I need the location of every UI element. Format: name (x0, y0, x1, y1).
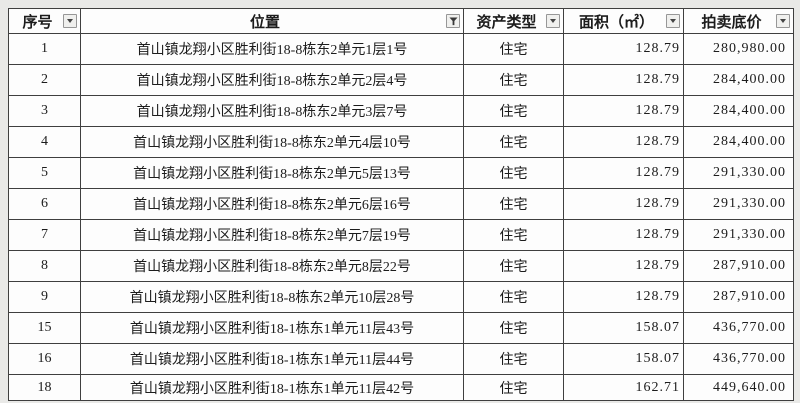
table-row: 5 首山镇龙翔小区胜利街18-8栋东2单元5层13号 住宅 128.79 291… (8, 157, 794, 189)
cell-asset-type[interactable]: 住宅 (463, 374, 564, 401)
table-row: 15 首山镇龙翔小区胜利街18-1栋东1单元11层43号 住宅 158.07 4… (8, 312, 794, 344)
cell-price[interactable]: 449,640.00 (683, 374, 794, 401)
cell-asset-type[interactable]: 住宅 (463, 188, 564, 220)
cell-no[interactable]: 3 (8, 95, 81, 127)
filter-button-asset-type[interactable] (546, 14, 560, 28)
table-row: 9 首山镇龙翔小区胜利街18-8栋东2单元10层28号 住宅 128.79 28… (8, 281, 794, 313)
table-row: 1 首山镇龙翔小区胜利街18-8栋东2单元1层1号 住宅 128.79 280,… (8, 33, 794, 65)
cell-no[interactable]: 7 (8, 219, 81, 251)
cell-no[interactable]: 9 (8, 281, 81, 313)
cell-no[interactable]: 8 (8, 250, 81, 282)
cell-no[interactable]: 15 (8, 312, 81, 344)
cell-area[interactable]: 158.07 (563, 343, 684, 375)
table-row: 3 首山镇龙翔小区胜利街18-8栋东2单元3层7号 住宅 128.79 284,… (8, 95, 794, 127)
header-asset-type-label: 资产类型 (476, 14, 537, 31)
header-price-label: 拍卖底价 (701, 14, 762, 31)
cell-asset-type[interactable]: 住宅 (463, 157, 564, 189)
cell-area[interactable]: 128.79 (563, 250, 684, 282)
cell-no[interactable]: 2 (8, 64, 81, 96)
cell-area[interactable]: 128.79 (563, 33, 684, 65)
filter-button-area[interactable] (666, 14, 680, 28)
cell-price[interactable]: 436,770.00 (683, 312, 794, 344)
cell-asset-type[interactable]: 住宅 (463, 312, 564, 344)
header-area[interactable]: 面积（㎡） (563, 8, 684, 34)
cell-area[interactable]: 162.71 (563, 374, 684, 401)
table-row: 6 首山镇龙翔小区胜利街18-8栋东2单元6层16号 住宅 128.79 291… (8, 188, 794, 220)
dropdown-arrow-icon (670, 19, 676, 23)
dropdown-arrow-icon (67, 19, 73, 23)
cell-area[interactable]: 128.79 (563, 281, 684, 313)
dropdown-arrow-icon (780, 19, 786, 23)
funnel-filter-icon (448, 16, 458, 25)
cell-asset-type[interactable]: 住宅 (463, 219, 564, 251)
filter-button-no[interactable] (63, 14, 77, 28)
filter-button-price[interactable] (776, 14, 790, 28)
table-row: 16 首山镇龙翔小区胜利街18-1栋东1单元11层44号 住宅 158.07 4… (8, 343, 794, 375)
table-body: 1 首山镇龙翔小区胜利街18-8栋东2单元1层1号 住宅 128.79 280,… (8, 33, 794, 401)
header-no[interactable]: 序号 (8, 8, 81, 34)
dropdown-arrow-icon (550, 19, 556, 23)
cell-location[interactable]: 首山镇龙翔小区胜利街18-8栋东2单元7层19号 (80, 219, 464, 251)
cell-price[interactable]: 284,400.00 (683, 126, 794, 158)
cell-no[interactable]: 4 (8, 126, 81, 158)
cell-no[interactable]: 16 (8, 343, 81, 375)
cell-location[interactable]: 首山镇龙翔小区胜利街18-8栋东2单元6层16号 (80, 188, 464, 220)
cell-price[interactable]: 291,330.00 (683, 157, 794, 189)
cell-area[interactable]: 128.79 (563, 95, 684, 127)
cell-price[interactable]: 284,400.00 (683, 64, 794, 96)
cell-area[interactable]: 128.79 (563, 157, 684, 189)
cell-area[interactable]: 128.79 (563, 64, 684, 96)
cell-location[interactable]: 首山镇龙翔小区胜利街18-8栋东2单元8层22号 (80, 250, 464, 282)
cell-location[interactable]: 首山镇龙翔小区胜利街18-1栋东1单元11层43号 (80, 312, 464, 344)
cell-price[interactable]: 436,770.00 (683, 343, 794, 375)
cell-asset-type[interactable]: 住宅 (463, 281, 564, 313)
cell-area[interactable]: 128.79 (563, 188, 684, 220)
cell-no[interactable]: 5 (8, 157, 81, 189)
header-location-label: 位置 (249, 14, 280, 31)
cell-location[interactable]: 首山镇龙翔小区胜利街18-8栋东2单元5层13号 (80, 157, 464, 189)
cell-location[interactable]: 首山镇龙翔小区胜利街18-1栋东1单元11层44号 (80, 343, 464, 375)
table-row: 7 首山镇龙翔小区胜利街18-8栋东2单元7层19号 住宅 128.79 291… (8, 219, 794, 251)
cell-no[interactable]: 18 (8, 374, 81, 401)
header-area-label: 面积（㎡） (578, 14, 654, 31)
table-row: 2 首山镇龙翔小区胜利街18-8栋东2单元2层4号 住宅 128.79 284,… (8, 64, 794, 96)
table-row: 18 首山镇龙翔小区胜利街18-1栋东1单元11层42号 住宅 162.71 4… (8, 374, 794, 401)
table-row: 8 首山镇龙翔小区胜利街18-8栋东2单元8层22号 住宅 128.79 287… (8, 250, 794, 282)
filter-button-location[interactable] (446, 14, 460, 28)
cell-location[interactable]: 首山镇龙翔小区胜利街18-1栋东1单元11层42号 (80, 374, 464, 401)
cell-price[interactable]: 287,910.00 (683, 250, 794, 282)
cell-asset-type[interactable]: 住宅 (463, 33, 564, 65)
cell-location[interactable]: 首山镇龙翔小区胜利街18-8栋东2单元1层1号 (80, 33, 464, 65)
table-row: 4 首山镇龙翔小区胜利街18-8栋东2单元4层10号 住宅 128.79 284… (8, 126, 794, 158)
header-asset-type[interactable]: 资产类型 (463, 8, 564, 34)
cell-location[interactable]: 首山镇龙翔小区胜利街18-8栋东2单元4层10号 (80, 126, 464, 158)
header-location[interactable]: 位置 (80, 8, 464, 34)
spreadsheet-area: 序号 位置 资产类型 (8, 8, 794, 401)
cell-location[interactable]: 首山镇龙翔小区胜利街18-8栋东2单元2层4号 (80, 64, 464, 96)
cell-area[interactable]: 128.79 (563, 126, 684, 158)
header-price[interactable]: 拍卖底价 (683, 8, 794, 34)
cell-area[interactable]: 158.07 (563, 312, 684, 344)
cell-location[interactable]: 首山镇龙翔小区胜利街18-8栋东2单元10层28号 (80, 281, 464, 313)
cell-asset-type[interactable]: 住宅 (463, 343, 564, 375)
cell-price[interactable]: 291,330.00 (683, 219, 794, 251)
cell-price[interactable]: 291,330.00 (683, 188, 794, 220)
header-row: 序号 位置 资产类型 (8, 8, 794, 34)
cell-asset-type[interactable]: 住宅 (463, 95, 564, 127)
cell-asset-type[interactable]: 住宅 (463, 126, 564, 158)
cell-no[interactable]: 6 (8, 188, 81, 220)
cell-price[interactable]: 280,980.00 (683, 33, 794, 65)
asset-table: 序号 位置 资产类型 (8, 8, 794, 401)
cell-asset-type[interactable]: 住宅 (463, 64, 564, 96)
cell-no[interactable]: 1 (8, 33, 81, 65)
cell-location[interactable]: 首山镇龙翔小区胜利街18-8栋东2单元3层7号 (80, 95, 464, 127)
header-no-label: 序号 (22, 14, 53, 31)
cell-price[interactable]: 287,910.00 (683, 281, 794, 313)
cell-price[interactable]: 284,400.00 (683, 95, 794, 127)
cell-area[interactable]: 128.79 (563, 219, 684, 251)
cell-asset-type[interactable]: 住宅 (463, 250, 564, 282)
